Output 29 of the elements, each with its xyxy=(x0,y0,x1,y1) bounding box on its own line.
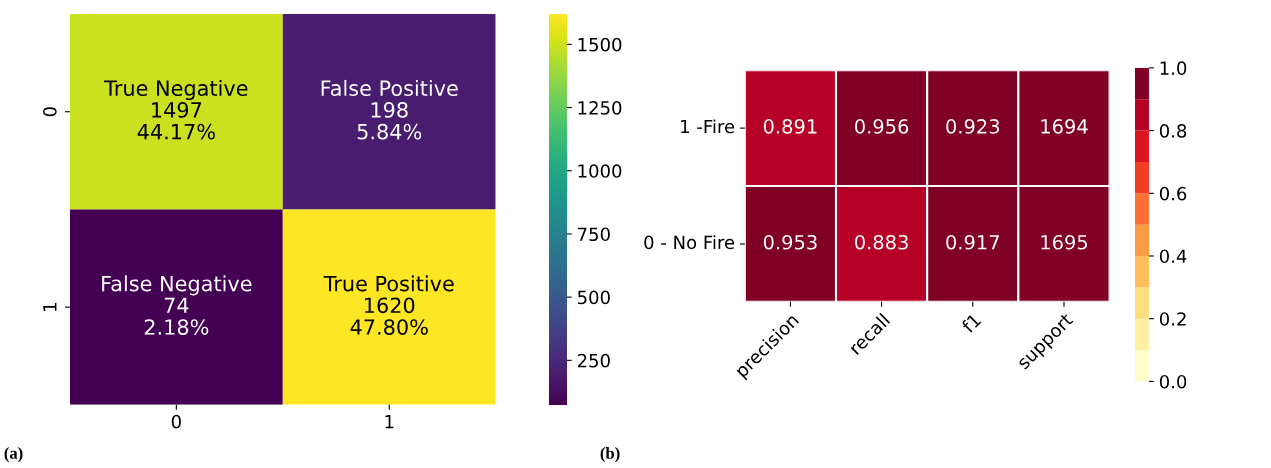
text: (a) xyxy=(4,447,23,463)
color-bar-label: 250 xyxy=(577,353,610,368)
data-label: 0.883 xyxy=(855,234,908,250)
color-bar-label: 1500 xyxy=(578,37,622,52)
color-bar-label: 1000 xyxy=(578,164,622,178)
color-bar-label: 0.0 xyxy=(1159,374,1187,389)
color-bar-label: 0.8 xyxy=(1159,124,1187,138)
data-label: 1695 xyxy=(1041,234,1088,250)
color-bar-label: 0.2 xyxy=(1159,312,1186,326)
color-bar-label: 1250 xyxy=(578,101,622,115)
x-tick-label: f1 xyxy=(960,312,982,334)
data-label: 0.956 xyxy=(855,119,909,134)
data-label: False Positive 198 5.84% xyxy=(321,79,458,140)
color-bar-label: 1.0 xyxy=(1160,61,1187,75)
data-label: 0.953 xyxy=(763,234,817,250)
y-tick-label: 0 - No Fire xyxy=(644,235,735,250)
data-label: True Positive 1620 47.80% xyxy=(323,275,454,335)
data-label: 1694 xyxy=(1041,119,1088,134)
data-label: 0.923 xyxy=(946,119,1000,134)
color-bar-label: 0.6 xyxy=(1159,186,1187,201)
color-bar-label: 750 xyxy=(578,227,610,242)
data-label: True Negative 1497 44.17% xyxy=(104,79,248,140)
text: (b) xyxy=(600,447,620,463)
y-tick-label: 1 -Fire xyxy=(681,119,735,134)
data-label: 0.891 xyxy=(763,119,817,134)
data-label: False Negative 74 2.18% xyxy=(102,275,252,335)
data-label: 0.917 xyxy=(946,234,999,250)
color-bar-label: 500 xyxy=(577,290,610,305)
color-bar-label: 0.4 xyxy=(1159,249,1187,264)
